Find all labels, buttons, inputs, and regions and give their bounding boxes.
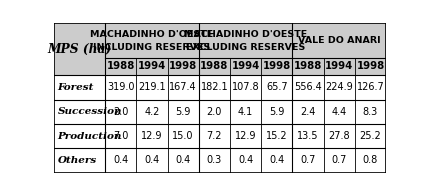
Text: 556.4: 556.4 [294,82,322,92]
Text: 0.4: 0.4 [144,155,160,165]
Text: 4.2: 4.2 [144,107,160,117]
Text: 4.4: 4.4 [332,107,347,117]
Text: 2.4: 2.4 [300,107,316,117]
Text: 8.3: 8.3 [363,107,378,117]
Text: 1994: 1994 [232,61,260,71]
Text: 15.2: 15.2 [266,131,288,141]
Text: 1998: 1998 [263,61,291,71]
Text: 12.9: 12.9 [141,131,163,141]
Text: MPS (ha): MPS (ha) [47,43,112,56]
Text: 13.5: 13.5 [297,131,319,141]
Text: EXCLUDING RESERVES: EXCLUDING RESERVES [186,43,305,52]
Text: 167.4: 167.4 [169,82,197,92]
Text: 182.1: 182.1 [201,82,228,92]
Text: 0.4: 0.4 [113,155,128,165]
Text: 0.3: 0.3 [207,155,222,165]
Text: 2.0: 2.0 [113,107,128,117]
Text: 1988: 1988 [200,61,229,71]
Text: 25.2: 25.2 [360,131,381,141]
Text: 2.0: 2.0 [207,107,222,117]
Text: 27.8: 27.8 [329,131,350,141]
Text: Forest: Forest [58,83,94,92]
Text: 319.0: 319.0 [107,82,135,92]
Text: 1988: 1988 [294,61,322,71]
Text: 0.8: 0.8 [363,155,378,165]
Text: 4.1: 4.1 [238,107,253,117]
Text: 107.8: 107.8 [232,82,260,92]
Text: VALE DO ANARI: VALE DO ANARI [298,36,381,45]
Text: INCLUDING RESERVES: INCLUDING RESERVES [94,43,211,52]
Text: 65.7: 65.7 [266,82,288,92]
Text: 7.2: 7.2 [207,131,222,141]
Text: 0.4: 0.4 [175,155,191,165]
Text: 1998: 1998 [356,61,385,71]
Text: 5.9: 5.9 [175,107,191,117]
Text: MACHADINHO D'OESTE: MACHADINHO D'OESTE [184,30,307,39]
Text: 0.7: 0.7 [300,155,316,165]
Text: 1994: 1994 [138,61,166,71]
Text: 12.9: 12.9 [235,131,257,141]
Text: Production: Production [58,132,122,141]
Text: 0.4: 0.4 [238,155,253,165]
Text: 15.0: 15.0 [172,131,194,141]
Text: 0.7: 0.7 [332,155,347,165]
Bar [54,23,386,75]
Text: 1998: 1998 [169,61,197,71]
Text: 224.9: 224.9 [326,82,353,92]
Text: MACHADINHO D'OESTE: MACHADINHO D'OESTE [91,30,214,39]
Text: 0.4: 0.4 [269,155,284,165]
Text: Succession: Succession [58,107,122,116]
Text: 219.1: 219.1 [138,82,166,92]
Text: 1988: 1988 [106,61,135,71]
Text: 7.0: 7.0 [113,131,128,141]
Text: 126.7: 126.7 [356,82,384,92]
Text: 5.9: 5.9 [269,107,284,117]
Text: Others: Others [58,156,97,165]
Text: 1994: 1994 [325,61,353,71]
